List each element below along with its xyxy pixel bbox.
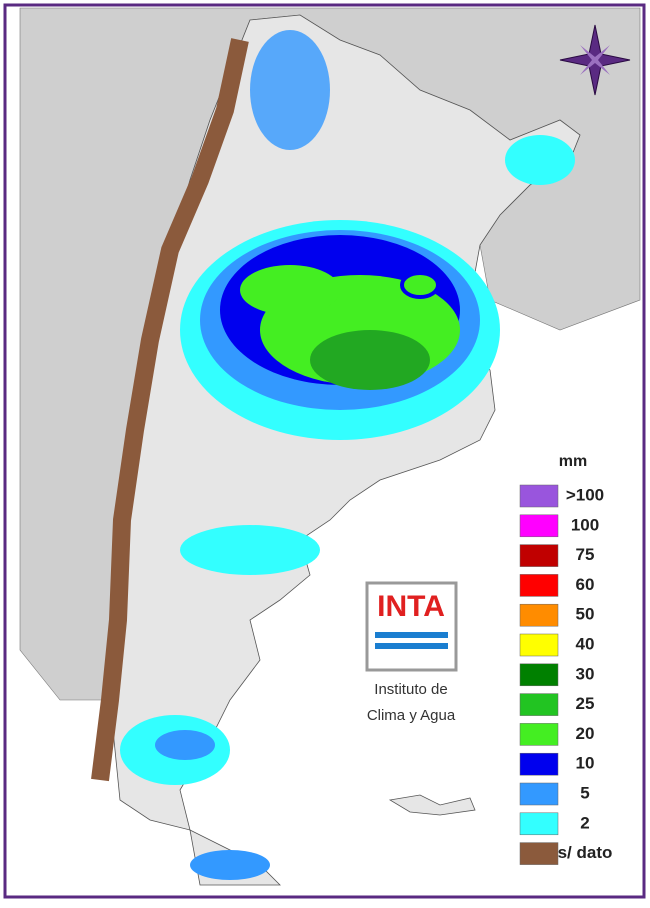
legend-label: 50 bbox=[576, 605, 595, 624]
legend-label: 40 bbox=[576, 634, 595, 653]
legend: >100 100 75 60 50 40 30 25 20 10 5 2 s/ dato bbox=[519, 484, 613, 865]
legend-label: 25 bbox=[576, 694, 595, 713]
rain-area bbox=[180, 525, 320, 575]
legend-swatch bbox=[519, 603, 559, 627]
legend-swatch bbox=[519, 693, 559, 716]
rain-area bbox=[505, 135, 575, 185]
logo-caption: Clima y Agua bbox=[367, 707, 456, 724]
legend-swatch bbox=[519, 723, 559, 746]
legend-swatch bbox=[519, 752, 559, 776]
compass bbox=[559, 24, 631, 96]
legend-title: mm bbox=[559, 453, 587, 470]
logo-stripe bbox=[375, 643, 448, 649]
logo-stripe bbox=[375, 632, 448, 638]
legend-label: s/ dato bbox=[558, 843, 613, 862]
logo-box bbox=[365, 581, 458, 672]
legend-label: 100 bbox=[571, 515, 599, 534]
legend-swatch bbox=[519, 812, 559, 836]
legend-label: 20 bbox=[576, 724, 595, 743]
legend-swatch bbox=[519, 574, 559, 597]
legend-swatch bbox=[519, 663, 559, 687]
legend-label: 60 bbox=[576, 575, 595, 594]
rain-area bbox=[155, 730, 215, 760]
legend-swatch bbox=[519, 544, 559, 567]
legend-label: 5 bbox=[580, 783, 589, 802]
logo-caption: Instituto de bbox=[374, 681, 447, 698]
legend-swatch bbox=[519, 782, 559, 806]
legend-label: >100 bbox=[566, 485, 604, 504]
legend-label: 30 bbox=[576, 664, 595, 683]
compass-star bbox=[580, 45, 610, 75]
rain-area bbox=[250, 30, 330, 150]
legend-swatch bbox=[519, 842, 559, 865]
legend-label: 10 bbox=[576, 754, 595, 773]
legend-swatch bbox=[519, 484, 559, 508]
legend-label: 75 bbox=[576, 545, 595, 564]
rain-areas bbox=[120, 30, 575, 880]
legend-swatch bbox=[519, 514, 559, 538]
rain-area bbox=[310, 330, 430, 390]
legend-swatch bbox=[519, 633, 559, 657]
logo-text: INTA bbox=[377, 590, 445, 623]
legend-label: 2 bbox=[580, 813, 589, 832]
islands bbox=[388, 794, 476, 816]
rain-area bbox=[240, 265, 340, 315]
rain-area bbox=[190, 850, 270, 880]
no-data-strip bbox=[91, 38, 249, 782]
rain-area bbox=[400, 271, 440, 299]
